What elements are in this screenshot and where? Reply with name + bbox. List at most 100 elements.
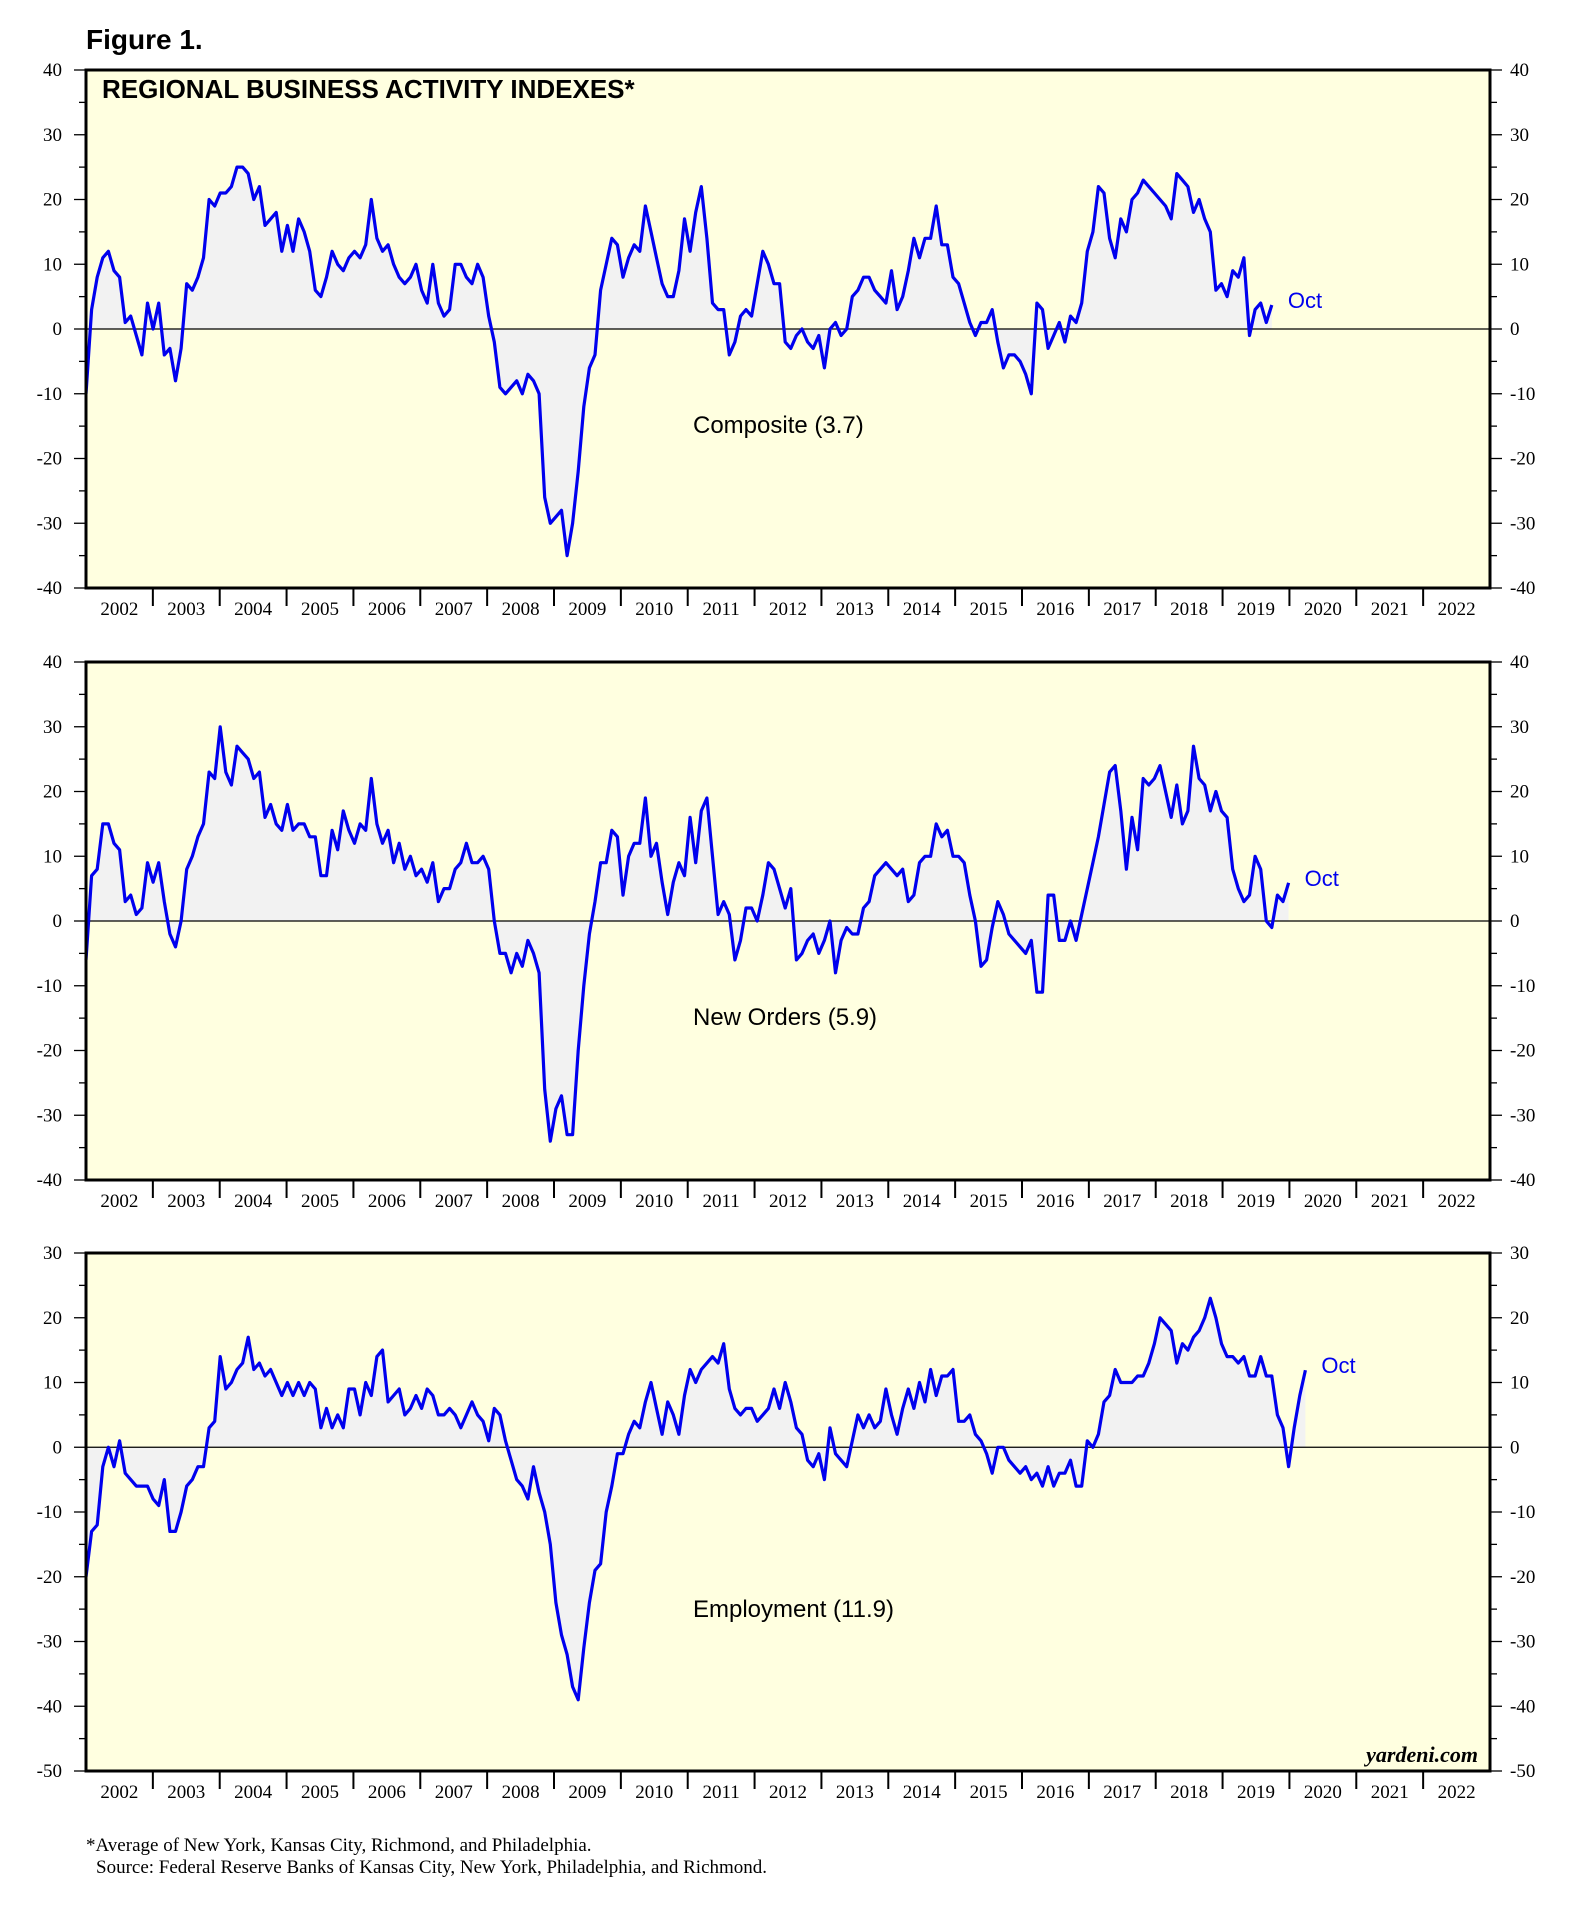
x-tick-label: 2003 — [167, 1191, 205, 1212]
y-tick-label-right: 20 — [1510, 190, 1529, 211]
y-tick-label-right: -40 — [1510, 578, 1535, 599]
end-label-oct: Oct — [1305, 866, 1339, 891]
y-tick-label-left: -30 — [37, 1632, 62, 1653]
y-tick-label-right: 0 — [1510, 1437, 1520, 1458]
y-tick-label-left: 10 — [43, 846, 62, 867]
x-tick-label: 2008 — [502, 1191, 540, 1212]
x-tick-label: 2021 — [1371, 1191, 1409, 1212]
series-line — [84, 725, 1291, 1143]
x-tick-label: 2010 — [635, 1191, 673, 1212]
x-tick-label: 2020 — [1304, 1782, 1342, 1803]
y-tick-label-right: -10 — [1510, 976, 1535, 997]
series-label: Composite (3.7) — [693, 412, 864, 439]
x-tick-label: 2020 — [1304, 599, 1342, 620]
series-area-fill — [86, 167, 1272, 556]
y-tick-label-right: -10 — [1510, 1502, 1535, 1523]
x-tick-label: 2008 — [502, 1782, 540, 1803]
y-tick-label-right: 20 — [1510, 782, 1529, 803]
x-tick-label: 2017 — [1103, 599, 1141, 620]
y-tick-label-left: -20 — [37, 449, 62, 470]
x-tick-label: 2016 — [1036, 599, 1074, 620]
y-tick-label-right: 10 — [1510, 1373, 1529, 1394]
y-tick-label-left: -20 — [37, 1567, 62, 1588]
x-tick-label: 2011 — [702, 599, 739, 620]
y-tick-label-right: 30 — [1510, 717, 1529, 738]
x-tick-label: 2019 — [1237, 1782, 1275, 1803]
x-tick-label: 2021 — [1371, 599, 1409, 620]
y-tick-label-left: 20 — [43, 190, 62, 211]
x-tick-label: 2002 — [100, 1782, 138, 1803]
x-tick-label: 2003 — [167, 1782, 205, 1803]
x-tick-label: 2016 — [1036, 1191, 1074, 1212]
footnote-source: Source: Federal Reserve Banks of Kansas … — [96, 1857, 768, 1878]
y-tick-label-right: -40 — [1510, 1696, 1535, 1717]
x-tick-label: 2022 — [1438, 1191, 1476, 1212]
y-tick-label-right: 0 — [1510, 319, 1520, 340]
x-tick-label: 2002 — [100, 1191, 138, 1212]
x-tick-label: 2019 — [1237, 599, 1275, 620]
x-tick-label: 2013 — [836, 599, 874, 620]
footnote-average: *Average of New York, Kansas City, Richm… — [86, 1835, 592, 1856]
x-tick-label: 2019 — [1237, 1191, 1275, 1212]
y-tick-label-left: -30 — [37, 513, 62, 534]
y-tick-label-left: -10 — [37, 384, 62, 405]
x-tick-label: 2021 — [1371, 1782, 1409, 1803]
series-line — [84, 165, 1274, 558]
y-tick-label-left: 10 — [43, 1373, 62, 1394]
x-tick-label: 2006 — [368, 1782, 406, 1803]
y-tick-label-right: -50 — [1510, 1761, 1535, 1782]
x-tick-label: 2010 — [635, 599, 673, 620]
y-tick-label-right: -20 — [1510, 1041, 1535, 1062]
y-tick-label-left: -50 — [37, 1761, 62, 1782]
x-tick-label: 2012 — [769, 1191, 807, 1212]
y-tick-label-left: 40 — [43, 60, 62, 81]
x-tick-label: 2018 — [1170, 599, 1208, 620]
y-tick-label-left: 20 — [43, 1308, 62, 1329]
x-tick-label: 2008 — [502, 599, 540, 620]
x-tick-label: 2011 — [702, 1191, 739, 1212]
y-tick-label-right: -20 — [1510, 449, 1535, 470]
y-tick-label-left: 40 — [43, 652, 62, 673]
series-label: Employment (11.9) — [693, 1596, 894, 1623]
watermark: yardeni.com — [1363, 1742, 1478, 1767]
x-tick-label: 2014 — [903, 1191, 942, 1212]
x-tick-label: 2012 — [769, 1782, 807, 1803]
x-tick-label: 2013 — [836, 1191, 874, 1212]
y-tick-label-right: 10 — [1510, 254, 1529, 275]
x-tick-label: 2016 — [1036, 1782, 1074, 1803]
end-label-oct: Oct — [1288, 288, 1322, 313]
plot-background — [86, 1253, 1490, 1771]
x-tick-label: 2022 — [1438, 1782, 1476, 1803]
x-tick-label: 2005 — [301, 599, 339, 620]
y-tick-label-left: -40 — [37, 1170, 62, 1191]
x-tick-label: 2015 — [970, 1191, 1008, 1212]
x-tick-label: 2017 — [1103, 1191, 1141, 1212]
x-tick-label: 2020 — [1304, 1191, 1342, 1212]
y-tick-label-left: -10 — [37, 1502, 62, 1523]
x-tick-label: 2009 — [568, 1191, 606, 1212]
x-tick-label: 2007 — [435, 599, 473, 620]
x-tick-label: 2005 — [301, 1782, 339, 1803]
x-tick-label: 2009 — [568, 1782, 606, 1803]
x-tick-label: 2018 — [1170, 1191, 1208, 1212]
x-tick-label: 2015 — [970, 1782, 1008, 1803]
y-tick-label-left: -30 — [37, 1105, 62, 1126]
x-tick-label: 2012 — [769, 599, 807, 620]
x-tick-label: 2014 — [903, 1782, 942, 1803]
y-tick-label-left: 30 — [43, 717, 62, 738]
x-tick-label: 2007 — [435, 1191, 473, 1212]
x-tick-label: 2004 — [234, 599, 273, 620]
y-tick-label-left: 0 — [53, 319, 63, 340]
x-tick-label: 2018 — [1170, 1782, 1208, 1803]
x-tick-label: 2006 — [368, 599, 406, 620]
y-tick-label-left: 30 — [43, 1243, 62, 1264]
x-tick-label: 2010 — [635, 1782, 673, 1803]
y-tick-label-left: 20 — [43, 782, 62, 803]
x-tick-label: 2003 — [167, 599, 205, 620]
y-tick-label-right: 10 — [1510, 846, 1529, 867]
x-tick-label: 2011 — [702, 1782, 739, 1803]
y-tick-label-left: 10 — [43, 254, 62, 275]
y-tick-label-right: 0 — [1510, 911, 1520, 932]
end-label-oct: Oct — [1321, 1353, 1355, 1378]
